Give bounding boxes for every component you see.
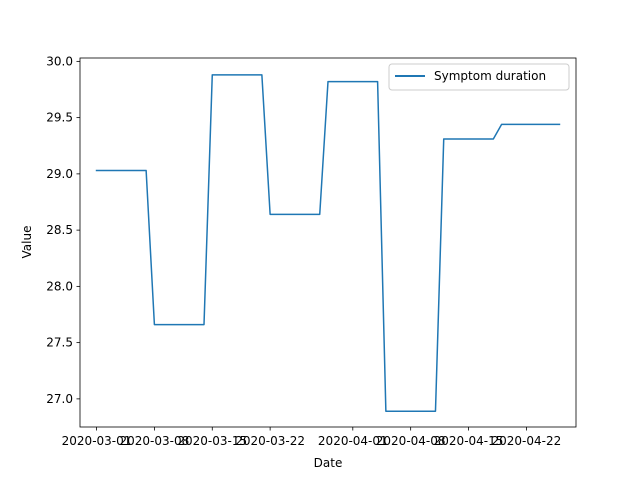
x-tick-label: 2020-04-08 — [376, 434, 446, 448]
y-tick-label: 27.5 — [46, 336, 73, 350]
plot-area — [79, 57, 577, 428]
x-tick-label: 2020-03-22 — [235, 434, 305, 448]
x-tick-label: 2020-03-08 — [120, 434, 190, 448]
x-tick-label: 2020-03-01 — [62, 434, 132, 448]
y-tick-label: 28.0 — [46, 279, 73, 293]
plot-frame — [79, 57, 577, 428]
y-tick-label: 29.0 — [46, 167, 73, 181]
x-tick-label: 2020-04-22 — [492, 434, 562, 448]
x-tick-label: 2020-04-15 — [434, 434, 504, 448]
x-axis: 2020-03-012020-03-082020-03-152020-03-22… — [62, 427, 562, 448]
y-tick-label: 29.5 — [46, 111, 73, 125]
y-tick-label: 30.0 — [46, 54, 73, 68]
y-tick-label: 28.5 — [46, 223, 73, 237]
x-axis-label: Date — [314, 456, 343, 470]
y-tick-label: 27.0 — [46, 392, 73, 406]
series-line-symptom-duration — [95, 74, 561, 412]
y-axis: 27.0 27.5 28.0 28.5 29.0 29.5 30.0 — [46, 54, 80, 406]
x-tick-label: 2020-03-15 — [177, 434, 247, 448]
y-axis-label: Value — [20, 226, 34, 259]
x-tick-label: 2020-04-01 — [318, 434, 388, 448]
legend: Symptom duration — [388, 63, 570, 91]
legend-label-symptom-duration: Symptom duration — [434, 69, 546, 83]
legend-box — [388, 63, 570, 91]
